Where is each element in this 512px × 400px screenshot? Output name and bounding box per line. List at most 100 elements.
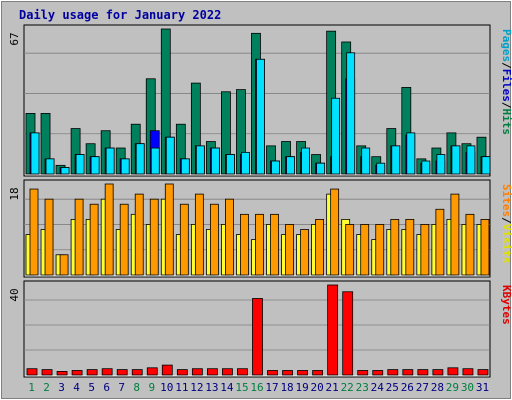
pages-bar-day-22 bbox=[346, 52, 356, 175]
pages-bar-day-18 bbox=[286, 156, 295, 175]
sites-bar-day-5 bbox=[89, 203, 99, 276]
x-tick-day-10: 10 bbox=[160, 381, 173, 394]
sites-bar-day-26 bbox=[405, 218, 415, 276]
sites-bar-day-25 bbox=[390, 218, 400, 276]
sites-bar-day-31 bbox=[480, 218, 490, 276]
sites-bar-day-13 bbox=[209, 203, 219, 276]
x-tick-day-22: 22 bbox=[341, 381, 354, 394]
sites-bar-day-8 bbox=[134, 193, 144, 276]
kbytes-bar-day-26 bbox=[402, 369, 414, 376]
kbytes-bar-day-13 bbox=[206, 368, 218, 376]
kbytes-bar-day-21 bbox=[327, 284, 339, 376]
sites-bar-day-10 bbox=[164, 183, 174, 276]
x-tick-day-8: 8 bbox=[133, 381, 140, 394]
x-tick-day-4: 4 bbox=[73, 381, 80, 394]
pages-bar-day-13 bbox=[210, 147, 220, 175]
axis-label-part: KBytes bbox=[500, 285, 512, 325]
kbytes-bar-day-7 bbox=[116, 369, 128, 376]
x-tick-day-27: 27 bbox=[416, 381, 429, 394]
x-tick-day-29: 29 bbox=[446, 381, 459, 394]
pages-bar-day-16 bbox=[256, 58, 265, 175]
kbytes-bar-day-23 bbox=[357, 370, 369, 376]
pages-bar-day-24 bbox=[376, 162, 386, 175]
pages-bar-day-3 bbox=[60, 167, 70, 175]
sites-bar-day-14 bbox=[225, 198, 234, 276]
pages-bar-day-8 bbox=[135, 143, 145, 175]
kbytes-bar-day-20 bbox=[312, 370, 324, 376]
pages-bar-day-6 bbox=[105, 147, 115, 175]
x-tick-day-30: 30 bbox=[461, 381, 474, 394]
x-tick-day-16: 16 bbox=[250, 381, 263, 394]
pages-bar-day-10 bbox=[165, 136, 175, 175]
x-tick-day-23: 23 bbox=[356, 381, 369, 394]
x-tick-day-11: 11 bbox=[175, 381, 188, 394]
y-max-label: 40 bbox=[8, 288, 21, 301]
kbytes-bar-day-5 bbox=[86, 369, 98, 376]
sites-bar-day-3 bbox=[59, 254, 69, 276]
kbytes-bar-day-25 bbox=[387, 369, 399, 376]
pages-bar-day-4 bbox=[75, 154, 85, 175]
sites-bar-day-27 bbox=[420, 224, 430, 276]
axis-label-part: / bbox=[500, 62, 512, 69]
kbytes-bar-day-1 bbox=[26, 368, 38, 376]
kbytes-bar-day-22 bbox=[342, 291, 354, 376]
kbytes-bar-day-30 bbox=[462, 368, 474, 376]
kbytes-bar-day-8 bbox=[131, 369, 143, 376]
sites-bar-day-28 bbox=[435, 208, 445, 276]
kbytes-bar-day-2 bbox=[41, 369, 53, 376]
pages-bar-day-12 bbox=[195, 145, 205, 175]
pages-bar-day-14 bbox=[226, 154, 235, 175]
sites-bar-day-24 bbox=[375, 224, 385, 276]
axis-label: Pages/Files/Hits bbox=[500, 29, 512, 135]
x-tick-day-28: 28 bbox=[431, 381, 444, 394]
sites-bar-day-7 bbox=[119, 203, 129, 276]
pages-bar-day-19 bbox=[301, 147, 310, 175]
sites-bar-day-20 bbox=[315, 218, 325, 276]
pages-bar-day-27 bbox=[421, 160, 431, 175]
x-tick-day-17: 17 bbox=[265, 381, 278, 394]
pages-bar-day-31 bbox=[481, 156, 491, 175]
sites-bar-day-12 bbox=[194, 193, 204, 276]
kbytes-bar-day-29 bbox=[447, 367, 459, 376]
axis-label-part: Sites bbox=[500, 184, 512, 217]
x-tick-day-20: 20 bbox=[311, 381, 324, 394]
kbytes-bar-day-18 bbox=[282, 370, 293, 376]
axis-label-part: / bbox=[500, 102, 512, 109]
y-max-label: 18 bbox=[8, 187, 21, 200]
kbytes-bar-day-6 bbox=[101, 368, 113, 376]
sites-bar-day-9 bbox=[149, 198, 159, 276]
x-tick-day-24: 24 bbox=[371, 381, 385, 394]
pages-bar-day-20 bbox=[316, 162, 326, 175]
kbytes-bar-day-12 bbox=[191, 368, 203, 376]
pages-bar-day-29 bbox=[451, 145, 461, 175]
kbytes-bar-day-31 bbox=[477, 369, 489, 376]
axis-label: KBytes bbox=[500, 285, 512, 325]
kbytes-bar-day-16 bbox=[252, 298, 263, 376]
pages-bar-day-30 bbox=[466, 145, 476, 175]
sites-bar-day-18 bbox=[285, 224, 294, 276]
x-tick-day-6: 6 bbox=[103, 381, 110, 394]
pages-bar-day-17 bbox=[271, 160, 280, 175]
pages-bar-day-21 bbox=[331, 97, 341, 175]
kbytes-bar-day-4 bbox=[71, 370, 83, 376]
sites-bar-day-6 bbox=[104, 183, 114, 276]
kbytes-bar-day-17 bbox=[267, 370, 278, 376]
x-tick-day-1: 1 bbox=[28, 381, 35, 394]
x-tick-day-2: 2 bbox=[43, 381, 50, 394]
pages-bar-day-25 bbox=[391, 145, 401, 175]
panel-hits-files-pages: 67 Pages/Files/Hits bbox=[8, 24, 512, 177]
axis-label-part: Files bbox=[500, 69, 512, 102]
pages-bar-day-11 bbox=[180, 158, 190, 175]
x-tick-day-25: 25 bbox=[386, 381, 399, 394]
panel-visits-sites: 18 Sites/Visits bbox=[8, 179, 512, 278]
kbytes-bar-day-3 bbox=[56, 370, 68, 376]
sites-bar-day-11 bbox=[179, 203, 189, 276]
x-tick-day-7: 7 bbox=[118, 381, 125, 394]
x-tick-day-26: 26 bbox=[401, 381, 414, 394]
x-tick-day-13: 13 bbox=[205, 381, 218, 394]
kbytes-bar-day-10 bbox=[161, 364, 173, 376]
sites-bar-day-22 bbox=[345, 224, 355, 276]
